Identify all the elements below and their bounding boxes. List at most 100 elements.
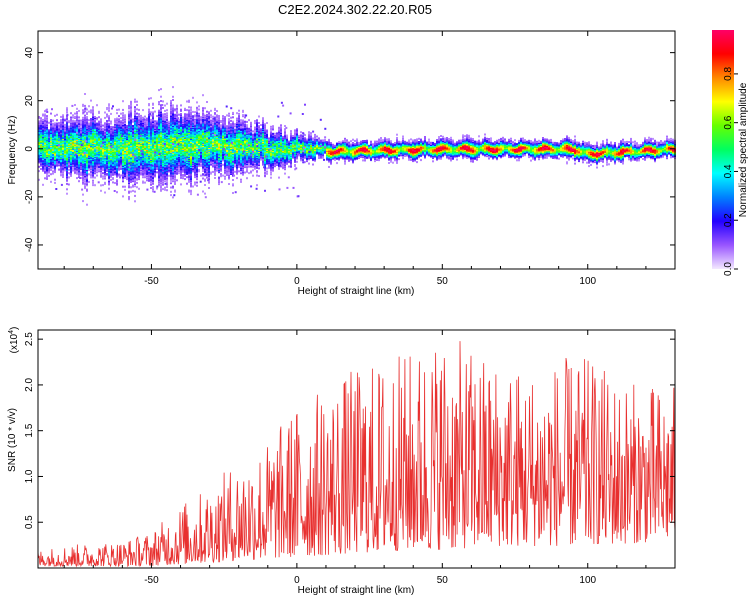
spectrogram-cell — [158, 110, 160, 113]
spectrogram-cell — [186, 122, 188, 125]
spectrogram-cell — [52, 119, 54, 122]
spectrogram-cell — [152, 159, 154, 161]
spectrogram-cell — [52, 162, 54, 165]
spectrogram-cell — [162, 128, 164, 131]
spectrogram-cell — [108, 182, 110, 185]
spectrogram-cell — [172, 120, 174, 123]
spectrogram-cell — [166, 126, 168, 129]
spectrogram-cell — [160, 155, 162, 158]
spectrogram-cell — [188, 172, 190, 175]
spectrogram-cell — [154, 152, 156, 155]
spectrogram-cell — [134, 113, 136, 116]
spectrogram-cell — [178, 146, 180, 149]
spectrogram-cell — [154, 164, 156, 167]
spectrogram-cell — [194, 159, 196, 162]
spectrogram-cell — [214, 172, 216, 175]
spectrogram-cell — [182, 118, 184, 121]
spectrogram-cell — [102, 136, 104, 139]
spectrogram-cell — [60, 139, 62, 142]
spectrogram-cell — [208, 128, 210, 131]
spectrogram-cell — [82, 161, 84, 164]
spectrogram-cell — [184, 160, 186, 163]
spectrogram-cell — [196, 141, 198, 144]
spectrogram-cell — [128, 132, 130, 135]
spectrogram-cell — [146, 140, 148, 143]
spectrogram-cell — [124, 142, 126, 145]
spectrogram-cell — [170, 190, 172, 193]
spectrogram-cell — [206, 148, 208, 151]
spectrogram-cell — [174, 158, 176, 161]
spectrogram-cell — [200, 134, 202, 137]
spectrogram-cell — [176, 162, 178, 164]
spectrogram-cell — [134, 190, 136, 193]
spectrogram-cell — [64, 136, 66, 139]
spectrogram-cell — [148, 111, 150, 114]
spectrogram-cell — [96, 136, 98, 139]
spectrogram-cell — [58, 136, 60, 139]
spectrogram-cell — [180, 130, 182, 133]
spectrogram-cell — [126, 178, 128, 181]
spectrogram-cell — [120, 130, 122, 133]
spectrogram-cell — [194, 139, 196, 142]
spectrogram-cell — [144, 147, 146, 149]
spectrogram-cell — [178, 126, 180, 129]
spectrogram-cell — [126, 142, 128, 145]
spectrogram-cell — [92, 184, 94, 187]
spectrogram-cell — [48, 155, 50, 158]
spectrogram-cell — [180, 119, 182, 122]
spectrogram-cell — [86, 138, 88, 141]
spectrogram-cell — [76, 169, 78, 172]
spectrogram-cell — [80, 158, 82, 161]
spectrogram-cell — [200, 117, 202, 120]
spectrogram-cell — [84, 148, 86, 151]
spectrogram-cell — [176, 105, 178, 108]
spectrogram-cell — [166, 112, 168, 115]
spectrogram-cell — [72, 155, 74, 158]
spectrogram-cell — [104, 146, 106, 149]
spectrogram-cell — [156, 162, 158, 165]
spectrogram-cell — [58, 138, 60, 141]
spectrogram-cell — [80, 167, 82, 170]
spectrogram-cell — [128, 191, 130, 194]
spectrogram-cell — [146, 152, 148, 155]
spectrogram-cell — [48, 154, 50, 157]
spectrogram-cell — [50, 166, 52, 169]
spectrogram-cell — [108, 176, 110, 179]
spectrogram-cell — [140, 114, 142, 117]
spectrogram-cell — [104, 129, 106, 132]
spectrogram-cell — [76, 177, 78, 180]
spectrogram-cell — [196, 120, 198, 123]
spectrogram-cell — [102, 157, 104, 159]
spectrogram-cell — [174, 163, 176, 166]
spectrogram-cell — [42, 167, 44, 170]
spectrogram-cell — [212, 146, 214, 148]
spectrogram-cell — [134, 162, 136, 165]
spectrogram-cell — [144, 158, 146, 161]
spectrogram-cell — [128, 174, 130, 177]
spectrogram-cell — [168, 132, 170, 135]
spectrogram-cell — [180, 183, 182, 186]
spectrogram-cell — [40, 163, 42, 166]
spectrogram-cell — [164, 173, 166, 176]
spectrogram-cell — [52, 159, 54, 162]
spectrogram-cell — [44, 140, 46, 143]
spectrogram-cell — [40, 148, 42, 151]
spectrogram-cell — [176, 128, 178, 131]
spectrogram-cell — [150, 136, 152, 139]
spectrogram-cell — [180, 140, 182, 143]
spectrogram-cell — [152, 142, 154, 145]
spectrogram-cell — [142, 168, 144, 171]
spectrogram-cell — [92, 137, 94, 140]
spectrogram-cell — [68, 158, 70, 160]
spectrogram-cell — [108, 140, 110, 143]
spectrogram-cell — [56, 151, 58, 154]
spectrogram-cell — [126, 171, 128, 174]
spectrogram-cell — [86, 119, 88, 122]
spectrogram-cell — [202, 138, 204, 141]
spectrogram-cell — [170, 151, 172, 154]
spectrogram-cell — [142, 125, 144, 128]
spectrogram-cell — [86, 152, 88, 155]
spectrogram-cell — [92, 140, 94, 143]
spectrogram-cell — [134, 160, 136, 163]
